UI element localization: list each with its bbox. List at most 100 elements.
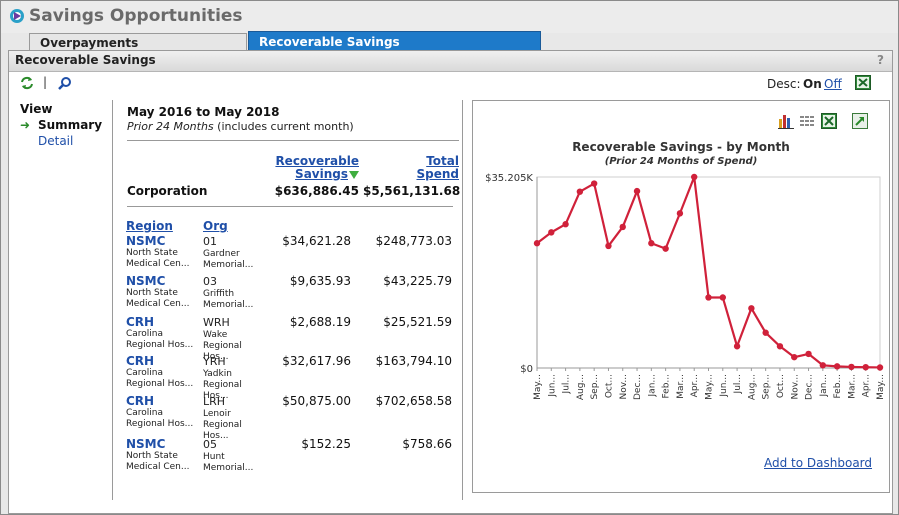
y-tick-label: $0 bbox=[520, 364, 533, 375]
region-link[interactable]: CRH bbox=[126, 394, 155, 408]
excel-icon[interactable] bbox=[855, 75, 871, 90]
x-tick-label: Nov... bbox=[790, 374, 800, 399]
recoverable-value: $2,688.19 bbox=[289, 315, 351, 329]
prior-period-rest: (includes current month) bbox=[213, 120, 354, 133]
data-point bbox=[705, 294, 712, 301]
org-column-header[interactable]: Org bbox=[203, 219, 228, 233]
recoverable-value: $9,635.93 bbox=[289, 274, 351, 288]
recoverable-value: $32,617.96 bbox=[282, 354, 351, 368]
excel-icon[interactable] bbox=[821, 113, 837, 129]
desc-off-link[interactable]: Off bbox=[824, 77, 842, 91]
nav-title: View bbox=[20, 102, 53, 116]
data-point bbox=[576, 188, 584, 195]
data-point bbox=[605, 242, 612, 250]
col-header-line1: Total bbox=[426, 154, 459, 168]
chart-title: Recoverable Savings - by Month bbox=[572, 140, 790, 154]
refresh-icon[interactable] bbox=[20, 76, 34, 90]
col-header-line2: Spend bbox=[416, 167, 459, 181]
region-name-line: North State bbox=[126, 248, 178, 258]
total-value: $163,794.10 bbox=[375, 354, 452, 368]
desc-label: Desc: bbox=[767, 77, 801, 91]
x-tick-label: May... bbox=[533, 374, 543, 400]
region-name: North State Medical Cen... bbox=[126, 451, 200, 473]
region-name-line: North State bbox=[126, 288, 178, 298]
region-link[interactable]: CRH bbox=[126, 354, 155, 368]
total-spend-column-header[interactable]: Total Spend bbox=[387, 155, 459, 181]
tab-overpayments[interactable]: Overpayments bbox=[29, 33, 247, 51]
data-point bbox=[748, 305, 755, 312]
org-name-line: Yadkin bbox=[203, 369, 232, 379]
chart-subtitle: (Prior 24 Months of Spend) bbox=[604, 156, 758, 167]
region-link[interactable]: NSMC bbox=[126, 437, 166, 451]
nav-item-summary[interactable]: Summary bbox=[38, 118, 103, 132]
export-icon[interactable] bbox=[852, 113, 868, 129]
data-point bbox=[733, 343, 741, 350]
region-name-line: Carolina bbox=[126, 329, 164, 339]
desc-on-option: On bbox=[803, 77, 822, 91]
region-link[interactable]: NSMC bbox=[126, 274, 166, 288]
total-value: $25,521.59 bbox=[383, 315, 452, 329]
plot-area bbox=[536, 176, 881, 369]
org-name: Lenoir Regional Hos... bbox=[203, 409, 269, 442]
bar-chart-icon[interactable] bbox=[778, 113, 794, 129]
total-value: $758.66 bbox=[402, 437, 452, 451]
data-point bbox=[533, 240, 541, 247]
org-code: YRH bbox=[203, 355, 226, 368]
sort-desc-icon bbox=[349, 170, 359, 179]
org-name: Wake Regional Hos... bbox=[203, 330, 269, 363]
org-name-line: Memorial... bbox=[203, 260, 254, 270]
main-panel: Recoverable Savings ? | Desc: On Off bbox=[8, 50, 893, 514]
table-row: CRH Carolina Regional Hos... WRH Wake Regi… bbox=[113, 315, 463, 362]
chart-box: Recoverable Savings - by Month (Prior 24… bbox=[472, 100, 890, 493]
help-icon[interactable]: ? bbox=[877, 53, 884, 67]
divider bbox=[127, 140, 459, 141]
data-point bbox=[762, 329, 769, 336]
prior-period: Prior 24 Months (includes current month) bbox=[127, 120, 354, 133]
data-point bbox=[662, 245, 669, 252]
corporation-label: Corporation bbox=[127, 184, 208, 198]
region-column-header[interactable]: Region bbox=[126, 219, 173, 233]
x-tick-label: Apr... bbox=[862, 374, 872, 397]
selected-arrow-icon: ➜ bbox=[20, 118, 31, 132]
x-tick-label: Mar... bbox=[676, 374, 686, 399]
toolbar-separator: | bbox=[43, 75, 48, 89]
org-name-line: Memorial... bbox=[203, 300, 254, 310]
corporation-total: $5,561,131.68 bbox=[363, 184, 461, 198]
x-tick-label: Oct... bbox=[776, 374, 786, 398]
region-name-line: Regional Hos... bbox=[126, 419, 194, 429]
data-point bbox=[676, 210, 684, 217]
y-tick-label: $35.205K bbox=[485, 173, 533, 184]
x-tick-label: Sep... bbox=[762, 374, 772, 400]
region-name: Carolina Regional Hos... bbox=[126, 408, 200, 430]
corporation-recoverable: $636,886.45 bbox=[274, 184, 359, 198]
region-link[interactable]: CRH bbox=[126, 315, 155, 329]
x-tick-label: Sep... bbox=[590, 374, 600, 400]
org-name-line: Regional Hos... bbox=[203, 420, 242, 441]
grid-icon[interactable] bbox=[799, 113, 815, 129]
search-icon[interactable] bbox=[58, 76, 72, 90]
add-to-dashboard-link[interactable]: Add to Dashboard bbox=[764, 456, 873, 470]
prior-period-italic: Prior 24 Months bbox=[127, 120, 214, 133]
tab-recoverable-savings[interactable]: Recoverable Savings bbox=[248, 31, 541, 51]
region-name-line: North State bbox=[126, 451, 178, 461]
recoverable-savings-column-header[interactable]: Recoverable Savings bbox=[269, 155, 359, 181]
x-tick-label: Jun... bbox=[547, 374, 557, 398]
x-tick-label: Feb... bbox=[662, 374, 672, 399]
x-tick-label: Dec... bbox=[633, 374, 643, 400]
org-name: Griffith Memorial... bbox=[203, 289, 269, 311]
data-point bbox=[633, 187, 641, 195]
region-name: North State Medical Cen... bbox=[126, 248, 200, 270]
region-link[interactable]: NSMC bbox=[126, 234, 166, 248]
data-point bbox=[562, 221, 569, 228]
data-point bbox=[876, 364, 884, 371]
table-row: CRH Carolina Regional Hos... YRH Yadkin Re… bbox=[113, 354, 463, 401]
nav-item-detail[interactable]: Detail bbox=[38, 134, 74, 148]
org-name-line: Gardner bbox=[203, 249, 240, 259]
org-name-line: Memorial... bbox=[203, 463, 254, 473]
x-tick-label: Dec... bbox=[805, 374, 815, 400]
panel-title: Recoverable Savings bbox=[15, 53, 156, 67]
table-row: NSMC North State Medical Cen... 01 Gardne… bbox=[113, 234, 463, 274]
region-name-line: Regional Hos... bbox=[126, 340, 194, 350]
org-name-line: Hunt bbox=[203, 452, 225, 462]
